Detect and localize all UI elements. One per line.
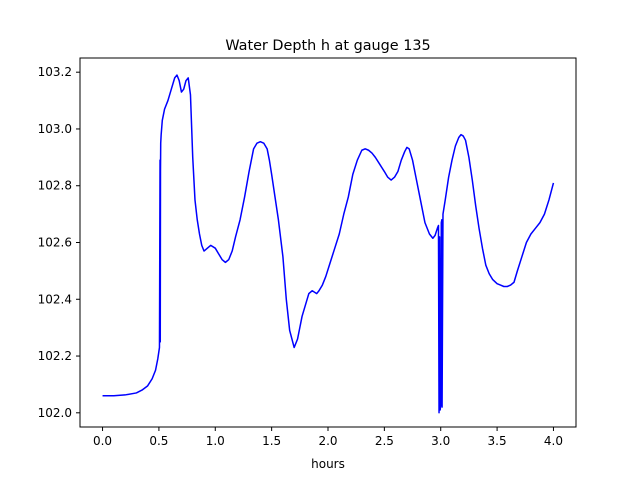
x-tick-label: 2.0 [318,434,337,448]
x-axis-label: hours [311,457,345,471]
x-tick-label: 1.5 [262,434,281,448]
x-tick-label: 2.5 [375,434,394,448]
x-tick-label: 0.5 [149,434,168,448]
plot-area [102,74,555,414]
x-tick-label: 3.0 [431,434,450,448]
y-tick-label: 102.8 [38,179,72,193]
x-axis: 0.0 0.5 1.0 1.5 2.0 2.5 3.0 3.5 4.0 [93,427,563,448]
y-tick-label: 102.4 [38,292,72,306]
x-tick-label: 3.5 [488,434,507,448]
x-tick-label: 1.0 [206,434,225,448]
chart-title: Water Depth h at gauge 135 [225,38,430,54]
y-axis: 102.0 102.2 102.4 102.6 102.8 103.0 103.2 [38,65,80,420]
y-tick-label: 102.2 [38,349,72,363]
y-tick-label: 103.0 [38,122,72,136]
y-tick-label: 103.2 [38,65,72,79]
x-tick-label: 0.0 [93,434,112,448]
y-tick-label: 102.0 [38,406,72,420]
axes-frame [79,57,577,428]
series-line-0 [102,74,555,414]
y-tick-label: 102.6 [38,236,72,250]
x-tick-label: 4.0 [544,434,563,448]
